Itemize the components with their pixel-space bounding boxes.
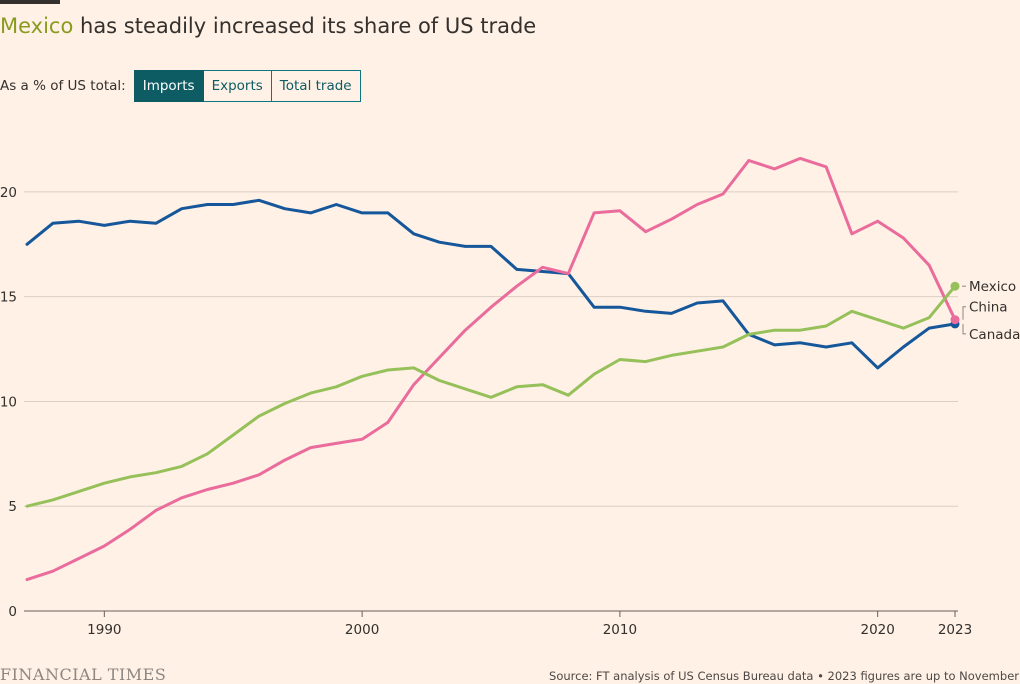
mexico-end-point <box>950 281 960 291</box>
chart-title: Mexico has steadily increased its share … <box>0 14 536 38</box>
segmented-control: Imports Exports Total trade <box>133 70 361 102</box>
x-tick-label: 2000 <box>345 622 379 638</box>
y-tick-label: 15 <box>0 290 17 306</box>
china-series-label: China <box>969 300 1008 316</box>
title-rest: has steadily increased its share of US t… <box>73 14 537 38</box>
x-tick-label: 2023 <box>938 622 972 638</box>
x-tick-label: 2020 <box>860 622 894 638</box>
source-note: Source: FT analysis of US Census Bureau … <box>549 669 1019 683</box>
mexico-series-line <box>25 284 957 508</box>
y-tick-label: 20 <box>0 185 17 201</box>
x-tick-label: 1990 <box>87 622 121 638</box>
canada-leader-line <box>962 323 966 335</box>
title-highlight: Mexico <box>0 14 74 38</box>
ft-logo: FINANCIAL TIMES <box>0 665 167 684</box>
canada-series-line <box>25 198 957 370</box>
selector-label: As a % of US total: <box>0 78 126 94</box>
gridlines <box>24 191 958 507</box>
exports-button[interactable]: Exports <box>203 70 272 102</box>
y-tick-label: 10 <box>0 394 17 410</box>
x-tick-label: 2010 <box>603 622 637 638</box>
total-trade-button[interactable]: Total trade <box>271 70 361 102</box>
y-tick-label: 0 <box>8 604 17 620</box>
china-end-point <box>950 315 960 325</box>
series-lines <box>25 156 960 582</box>
imports-button[interactable]: Imports <box>133 70 204 102</box>
top-accent-bar <box>0 0 60 4</box>
china-leader-line <box>962 306 966 320</box>
axes: 0 5 10 15 20 1990 2000 2010 2020 2023 <box>0 185 972 638</box>
mexico-series-label: Mexico <box>969 279 1016 295</box>
series-labels: Canada China Mexico <box>962 279 1020 343</box>
measure-selector: As a % of US total: Imports Exports Tota… <box>0 70 361 102</box>
china-series-line <box>25 156 957 582</box>
y-tick-label: 5 <box>8 499 17 515</box>
canada-series-label: Canada <box>969 327 1020 343</box>
